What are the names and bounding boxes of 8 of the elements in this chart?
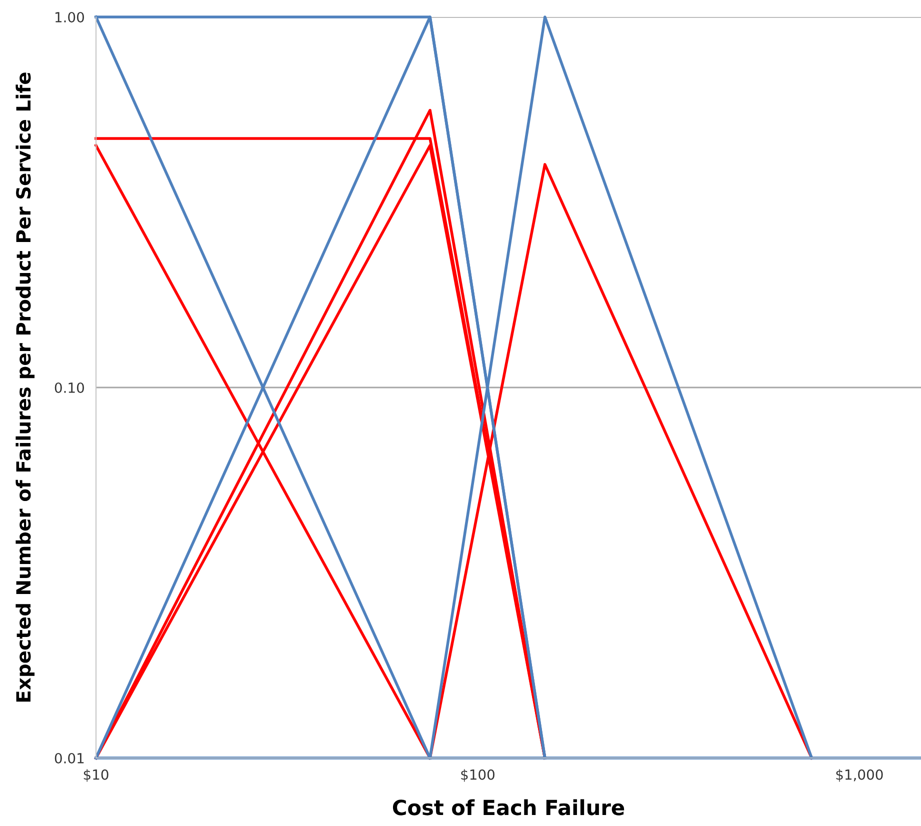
- x-tick-label: $1,000: [836, 769, 883, 782]
- x-axis-title: Cost of Each Failure: [392, 799, 624, 816]
- y-axis-title: Expected Number of Failures per Product Per Service Life: [16, 72, 35, 702]
- x-tick-label: $100: [461, 769, 494, 782]
- y-tick-label: 0.10: [54, 382, 84, 393]
- y-tick-label: 0.01: [54, 752, 84, 764]
- y-tick-label: 1.00: [55, 12, 84, 22]
- x-tick-label: $10: [84, 769, 108, 782]
